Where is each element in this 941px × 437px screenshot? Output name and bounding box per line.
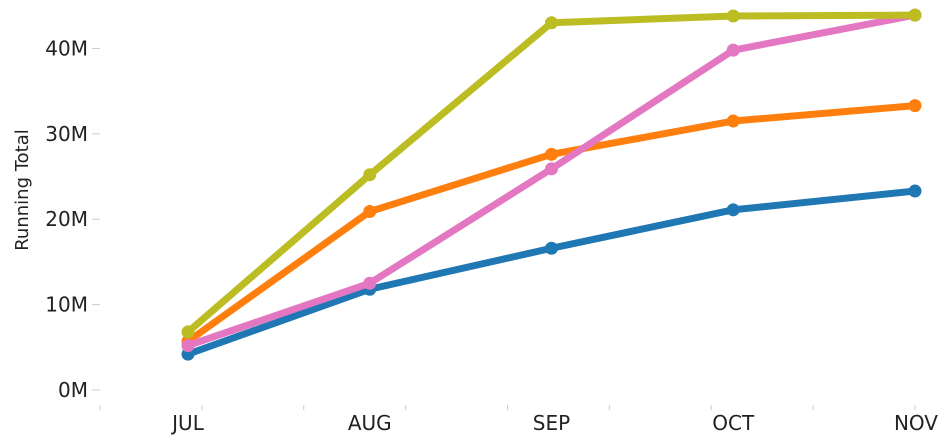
data-point — [545, 147, 558, 161]
x-tick-label: OCT — [712, 411, 755, 435]
data-point — [726, 9, 740, 23]
series-line — [184, 187, 919, 358]
data-point — [181, 325, 195, 339]
y-tick-label: 30M — [45, 122, 88, 146]
series-4 — [181, 8, 922, 339]
data-point — [726, 203, 740, 217]
x-tick-label: NOV — [894, 411, 938, 435]
data-point — [726, 114, 740, 128]
data-point — [908, 8, 922, 22]
y-tick-label: 20M — [45, 207, 88, 231]
x-tick-label: AUG — [348, 411, 392, 435]
x-tick-label: JUL — [170, 411, 205, 435]
x-axis: JUL AUG SEP OCT NOV — [99, 405, 938, 435]
data-point — [545, 162, 558, 176]
series-line — [184, 11, 919, 350]
data-point — [545, 241, 558, 255]
data-point — [363, 276, 377, 290]
y-axis: 0M 10M 20M 30M 40M — [45, 36, 100, 402]
series-3 — [181, 8, 922, 353]
data-point — [181, 339, 195, 353]
series-2 — [181, 99, 922, 348]
x-tick-label: SEP — [533, 411, 570, 435]
data-point — [726, 43, 740, 57]
data-point — [908, 184, 922, 198]
series-layer — [181, 8, 922, 361]
data-point — [363, 205, 377, 219]
y-tick-label: 10M — [45, 293, 88, 317]
data-point — [545, 16, 558, 30]
series-1 — [181, 184, 922, 361]
data-point — [363, 168, 377, 182]
data-point — [908, 99, 922, 113]
y-tick-label: 0M — [58, 378, 88, 402]
y-tick-label: 40M — [45, 36, 88, 60]
y-axis-title: Running Total — [12, 129, 33, 251]
